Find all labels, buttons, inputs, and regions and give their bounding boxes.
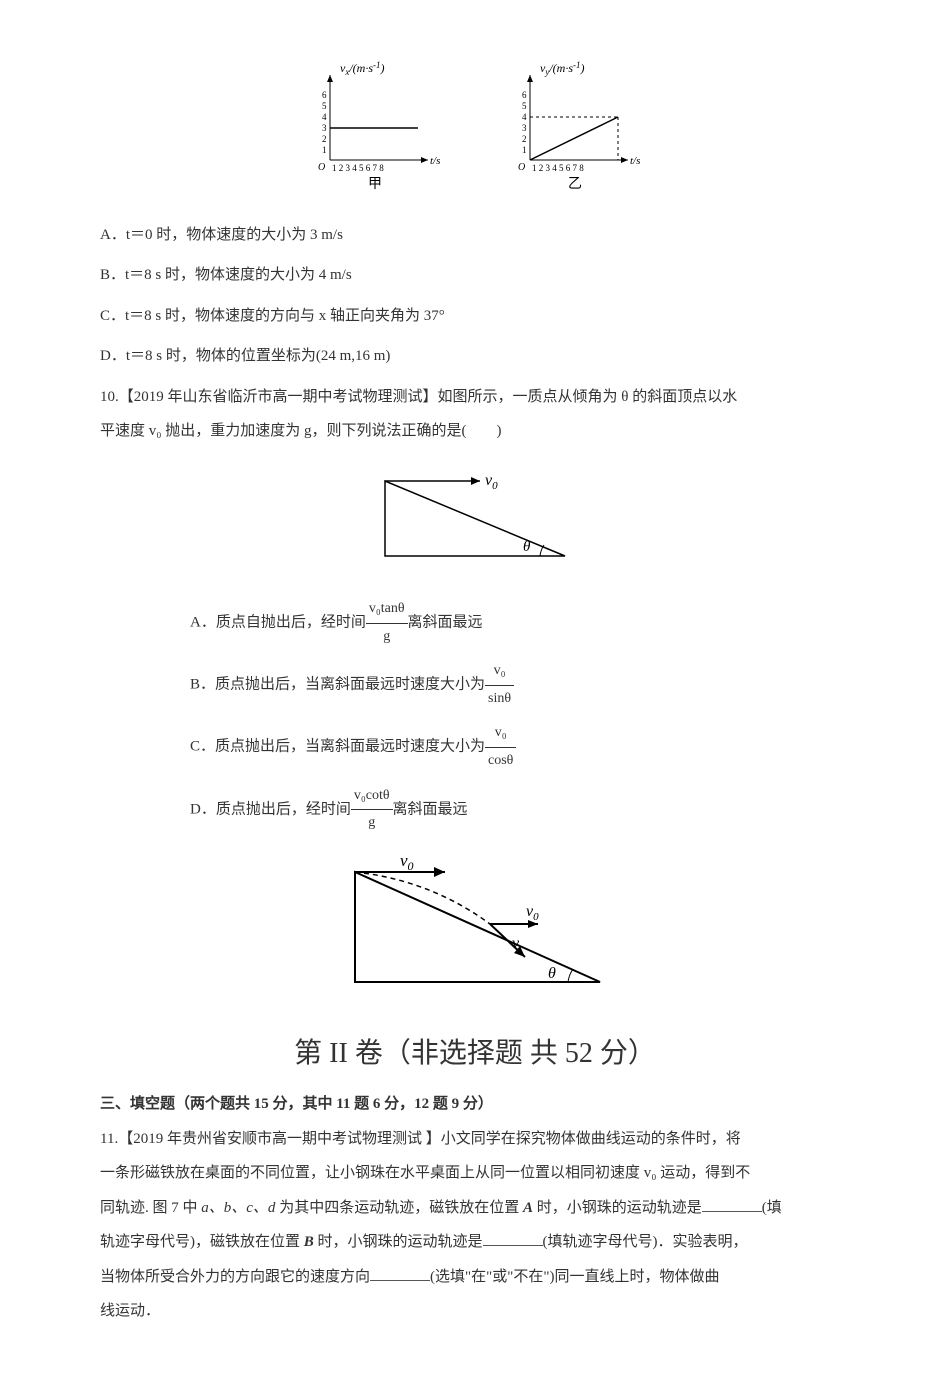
charts-row: vx/(m·s-1) 1 2 3 4 5 6 1 2 3 4 5 6 7 8 O… xyxy=(100,60,850,201)
q10-a-den: g xyxy=(366,624,408,651)
svg-text:t/s: t/s xyxy=(630,155,640,167)
svg-text:O: O xyxy=(518,162,525,173)
q10-a-num: v₀tanθ xyxy=(366,596,408,624)
q11-l3-a: 同轨迹. 图 7 中 xyxy=(100,1200,201,1216)
q10-d-post: 离斜面最远 xyxy=(393,801,468,817)
svg-text:3: 3 xyxy=(322,123,327,133)
ylabel-yi: vy/(m·s-1) xyxy=(540,60,585,77)
q10-option-c: C．质点抛出后，当离斜面最远时速度大小为v₀cosθ xyxy=(190,720,850,774)
q11-l4-b: 时，小钢珠的运动轨迹是 xyxy=(314,1234,483,1250)
q9-option-a: A．t＝0 时，物体速度的大小为 3 m/s xyxy=(100,221,850,250)
svg-text:1 2 3 4 5 6 7 8: 1 2 3 4 5 6 7 8 xyxy=(332,163,384,173)
q11-l4-a: 轨迹字母代号)，磁铁放在位置 xyxy=(100,1234,304,1250)
q11-line-5: 当物体所受合外力的方向跟它的速度方向 (选填"在"或"不在")同一直线上时，物体做… xyxy=(100,1263,850,1292)
svg-text:O: O xyxy=(318,162,325,173)
q11-l3-c: 时，小钢珠的运动轨迹是 xyxy=(533,1200,702,1216)
svg-text:2: 2 xyxy=(522,134,527,144)
q10-intro-1: 10.【2019 年山东省临沂市高一期中考试物理测试】如图所示，一质点从倾角为 … xyxy=(100,383,850,412)
q10-c-num: v₀ xyxy=(485,720,516,748)
q11-l4-c: (填轨迹字母代号)．实验表明， xyxy=(543,1234,748,1250)
svg-text:5: 5 xyxy=(322,101,327,111)
q10-c-pre: C．质点抛出后，当离斜面最远时速度大小为 xyxy=(190,739,485,755)
svg-text:4: 4 xyxy=(522,112,527,122)
svg-text:1 2 3 4 5 6 7 8: 1 2 3 4 5 6 7 8 xyxy=(532,163,584,173)
q10-diagram-2: v0 v0 v θ xyxy=(100,852,850,1008)
svg-text:4: 4 xyxy=(322,112,327,122)
fill-section-header: 三、填空题（两个题共 15 分，其中 11 题 6 分，12 题 9 分） xyxy=(100,1090,850,1119)
v0-label: v0 xyxy=(485,472,498,492)
blank-3 xyxy=(370,1266,430,1281)
blank-2 xyxy=(483,1231,543,1246)
q11-l3-b: 为其中四条运动轨迹，磁铁放在位置 xyxy=(275,1200,523,1216)
abcd-label: a、b、c、d xyxy=(201,1200,275,1216)
pos-b-label: B xyxy=(304,1234,314,1250)
q10-c-den: cosθ xyxy=(485,748,516,775)
svg-text:1: 1 xyxy=(522,145,527,155)
q9-option-b: B．t＝8 s 时，物体速度的大小为 4 m/s xyxy=(100,261,850,290)
ylabel-jia: vx/(m·s-1) xyxy=(340,60,385,77)
svg-text:v0: v0 xyxy=(526,903,539,923)
svg-text:t/s: t/s xyxy=(430,155,440,167)
chart-yi: vy/(m·s-1) 1 2 3 4 5 6 1 2 3 4 5 6 7 8 O… xyxy=(500,60,650,201)
q11-line-4: 轨迹字母代号)，磁铁放在位置 B 时，小钢珠的运动轨迹是 (填轨迹字母代号)．实验… xyxy=(100,1228,850,1257)
svg-text:5: 5 xyxy=(522,101,527,111)
caption-jia: 甲 xyxy=(368,177,382,190)
theta-label: θ xyxy=(523,539,531,555)
q10-option-d: D．质点抛出后，经时间v₀cotθg离斜面最远 xyxy=(190,783,850,837)
svg-text:v0: v0 xyxy=(400,852,414,873)
q9-option-d: D．t＝8 s 时，物体的位置坐标为(24 m,16 m) xyxy=(100,342,850,371)
svg-text:2: 2 xyxy=(322,134,327,144)
q11-line-6: 线运动． xyxy=(100,1297,850,1326)
q10-b-den: sinθ xyxy=(485,686,514,713)
svg-text:6: 6 xyxy=(522,90,527,100)
chart-jia: vx/(m·s-1) 1 2 3 4 5 6 1 2 3 4 5 6 7 8 O… xyxy=(300,60,450,201)
svg-text:3: 3 xyxy=(522,123,527,133)
q11-l3-d: (填 xyxy=(762,1200,782,1216)
q11-line-3: 同轨迹. 图 7 中 a、b、c、d 为其中四条运动轨迹，磁铁放在位置 A 时，… xyxy=(100,1194,850,1223)
q10-b-num: v₀ xyxy=(485,658,514,686)
q11-l5-b: (选填"在"或"不在")同一直线上时，物体做曲 xyxy=(430,1269,719,1285)
q10-d-den: g xyxy=(351,810,393,837)
svg-text:v: v xyxy=(512,935,520,952)
q9-option-c: C．t＝8 s 时，物体速度的方向与 x 轴正向夹角为 37° xyxy=(100,302,850,331)
q10-diagram-1: v0 θ xyxy=(100,461,850,582)
pos-a-label: A xyxy=(523,1200,533,1216)
q10-option-b: B．质点抛出后，当离斜面最远时速度大小为v₀sinθ xyxy=(190,658,850,712)
q10-option-a: A．质点自抛出后，经时间v₀tanθg离斜面最远 xyxy=(190,596,850,650)
q10-b-pre: B．质点抛出后，当离斜面最远时速度大小为 xyxy=(190,677,485,693)
q10-intro-2: 平速度 v₀ 抛出，重力加速度为 g，则下列说法正确的是( ) xyxy=(100,417,850,446)
svg-text:6: 6 xyxy=(322,90,327,100)
q10-d-pre: D．质点抛出后，经时间 xyxy=(190,801,351,817)
section-2-title: 第 II 卷（非选择题 共 52 分） xyxy=(100,1027,850,1080)
q11-line-1: 11.【2019 年贵州省安顺市高一期中考试物理测试 】小文同学在探究物体做曲线… xyxy=(100,1125,850,1154)
q10-a-pre: A．质点自抛出后，经时间 xyxy=(190,615,366,631)
caption-yi: 乙 xyxy=(568,176,582,190)
q10-a-post: 离斜面最远 xyxy=(408,615,483,631)
svg-text:θ: θ xyxy=(548,965,556,982)
q11-line-2: 一条形磁铁放在桌面的不同位置，让小钢珠在水平桌面上从同一位置以相同初速度 v₀ … xyxy=(100,1159,850,1188)
q10-d-num: v₀cotθ xyxy=(351,783,393,811)
svg-text:1: 1 xyxy=(322,145,327,155)
blank-1 xyxy=(702,1197,762,1212)
q11-l5-a: 当物体所受合外力的方向跟它的速度方向 xyxy=(100,1269,370,1285)
